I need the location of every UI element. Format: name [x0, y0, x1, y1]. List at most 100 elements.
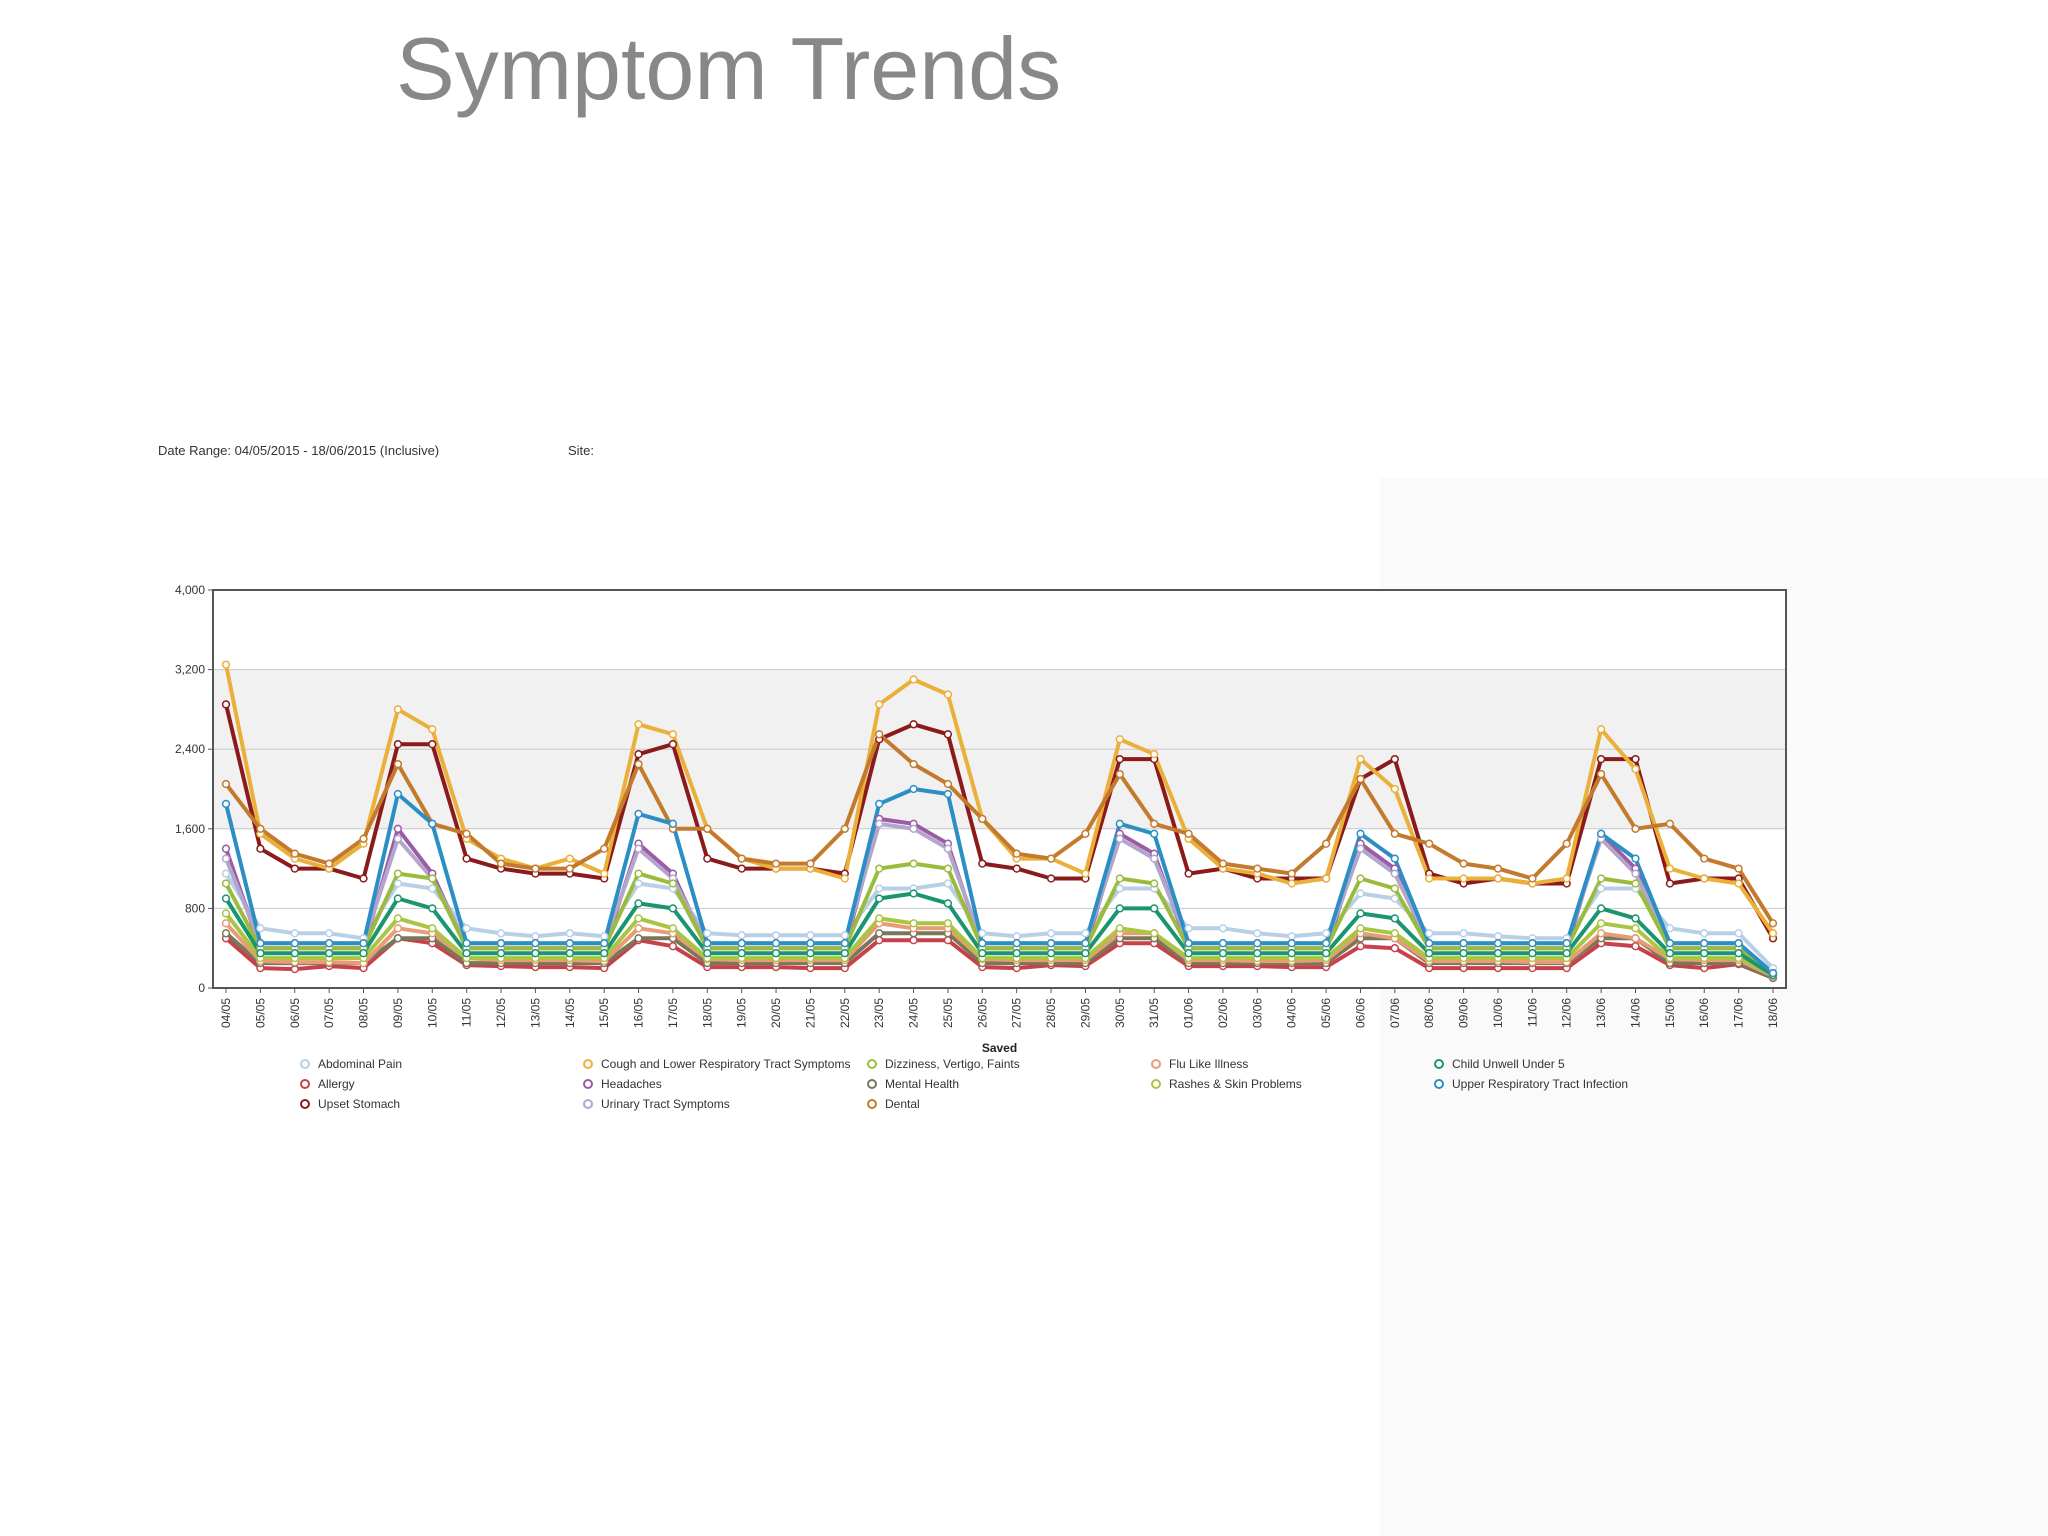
- data-point: [393, 934, 403, 943]
- data-point: [428, 904, 437, 913]
- report-info-row: Date Range: 04/05/2015 - 18/06/2015 (Inc…: [158, 443, 594, 458]
- data-point: [943, 789, 953, 799]
- legend-label: Flu Like Illness: [1169, 1057, 1248, 1071]
- data-point: [1528, 939, 1537, 948]
- data-point: [1356, 909, 1365, 918]
- data-point: [1321, 929, 1331, 938]
- x-axis: 04/05 05/05 06/05 07/05 08/05 09/05 10/05 11/05…: [219, 988, 1780, 1028]
- data-point: [1631, 934, 1640, 943]
- data-point: [1596, 929, 1606, 938]
- data-point: [1287, 879, 1296, 888]
- data-point: [324, 929, 334, 938]
- data-point: [1700, 939, 1709, 948]
- data-point: [1562, 874, 1571, 883]
- data-point: [1493, 874, 1503, 883]
- data-point: [1768, 929, 1778, 938]
- data-point: [1012, 939, 1021, 948]
- data-point: [875, 864, 884, 873]
- x-tick-label: 22/05: [838, 998, 852, 1028]
- data-point: [737, 864, 746, 873]
- data-point: [1596, 884, 1606, 893]
- x-tick-label: 30/05: [1113, 998, 1127, 1028]
- data-point: [1115, 924, 1124, 933]
- site-label: Site:: [568, 443, 595, 458]
- data-point: [875, 884, 884, 893]
- data-point: [703, 929, 712, 938]
- data-point: [1700, 854, 1709, 863]
- legend-swatch: [1434, 1079, 1444, 1089]
- data-point: [565, 864, 574, 873]
- data-point: [393, 914, 403, 923]
- data-point: [1115, 819, 1124, 828]
- data-point: [1184, 829, 1193, 838]
- x-tick-label: 14/05: [563, 998, 577, 1028]
- data-point: [600, 869, 609, 878]
- legend-swatch: [300, 1079, 310, 1089]
- series-line: [224, 872, 1775, 970]
- data-point: [565, 949, 574, 958]
- data-point: [1631, 942, 1640, 951]
- data-point: [221, 894, 231, 903]
- legend-swatch: [867, 1099, 877, 1109]
- data-point: [1700, 874, 1709, 883]
- data-point: [256, 844, 265, 853]
- data-point: [1700, 949, 1709, 958]
- data-point: [634, 914, 643, 923]
- data-point: [1631, 764, 1640, 774]
- data-point: [1390, 884, 1399, 893]
- data-point: [1184, 949, 1193, 958]
- legend-label: Rashes & Skin Problems: [1169, 1077, 1302, 1091]
- data-point: [943, 690, 953, 699]
- data-point: [1321, 949, 1331, 958]
- data-point: [393, 705, 403, 714]
- data-point: [1046, 949, 1056, 958]
- series-line: [224, 936, 1774, 980]
- series-line: [224, 912, 1774, 977]
- x-tick-label: 05/05: [253, 998, 267, 1028]
- data-point: [1459, 874, 1468, 883]
- series-lines: [224, 664, 1775, 980]
- data-point: [1493, 864, 1503, 873]
- data-point: [462, 939, 471, 948]
- data-point: [634, 934, 643, 943]
- data-point: [496, 939, 506, 948]
- data-point: [1046, 874, 1056, 883]
- data-point: [943, 899, 953, 908]
- data-point: [1665, 879, 1675, 888]
- x-tick-label: 02/06: [1216, 998, 1230, 1028]
- x-tick-label: 09/05: [391, 998, 405, 1028]
- x-tick-label: 13/06: [1594, 998, 1608, 1028]
- data-point: [909, 784, 918, 794]
- data-point: [221, 854, 231, 863]
- data-point: [737, 854, 746, 863]
- data-point: [1734, 879, 1743, 888]
- data-point: [875, 894, 884, 903]
- data-point: [1115, 769, 1124, 779]
- data-point: [1596, 829, 1606, 838]
- x-tick-label: 20/05: [769, 998, 783, 1028]
- data-point: [840, 939, 849, 948]
- data-point: [1631, 824, 1640, 833]
- data-point: [703, 949, 712, 958]
- data-point: [256, 824, 265, 833]
- data-point: [1150, 819, 1159, 828]
- data-point: [221, 700, 231, 709]
- data-point: [1253, 929, 1262, 938]
- data-point: [393, 879, 403, 888]
- data-point: [359, 834, 368, 843]
- data-point: [1562, 939, 1571, 948]
- x-tick-label: 26/05: [975, 998, 989, 1028]
- data-point: [1459, 859, 1468, 868]
- data-point: [634, 844, 643, 853]
- data-point: [806, 931, 815, 940]
- data-point: [359, 949, 368, 958]
- data-point: [703, 854, 712, 863]
- data-point: [221, 779, 231, 789]
- x-tick-label: 11/06: [1525, 998, 1539, 1027]
- data-point: [428, 924, 437, 933]
- data-point: [1425, 874, 1434, 883]
- data-point: [668, 730, 678, 739]
- data-point: [290, 949, 299, 958]
- x-tick-label: 09/06: [1457, 998, 1471, 1028]
- data-point: [1631, 869, 1640, 878]
